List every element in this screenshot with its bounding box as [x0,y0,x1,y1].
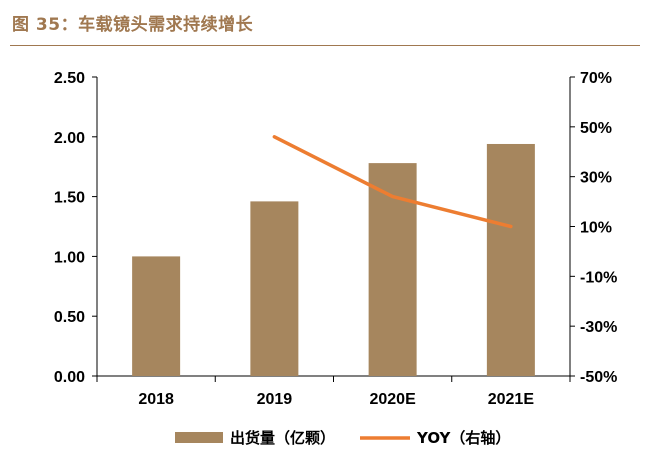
legend-bar-swatch [175,432,223,443]
figure-title: 图 35：车载镜头需求持续增长 [12,15,254,35]
bar [132,256,181,376]
bar-series [132,143,535,376]
legend: 出货量（亿颗） YOY（右轴） [175,429,510,447]
x-tick-label: 2020E [369,391,416,408]
left-tick-label: 2.00 [54,130,85,147]
bar [486,143,535,376]
x-tick-label: 2019 [257,391,293,408]
right-tick-label: 70% [580,70,612,87]
legend-bar-label: 出货量（亿颗） [230,429,335,447]
x-tick-label: 2021E [488,391,535,408]
x-tick-label: 2018 [138,391,174,408]
left-tick-label: 2.50 [54,70,85,87]
right-tick-label: 10% [580,220,612,237]
right-tick-label: 50% [580,120,612,137]
legend-line-label: YOY（右轴） [416,429,510,447]
line-series [272,135,513,229]
left-tick-label: 1.00 [54,249,85,266]
bar [250,201,299,376]
title-divider [10,45,640,46]
right-tick-label: -50% [580,369,617,386]
tick-labels: 0.00 0.50 1.00 1.50 2.00 2.50 -50% -30% -10% 10% 3… [54,70,618,408]
bar [368,163,417,376]
left-tick-label: 0.00 [54,369,85,386]
left-tick-label: 1.50 [54,190,85,207]
right-tick-label: -30% [580,319,617,336]
right-tick-label: -10% [580,269,617,286]
right-tick-label: 30% [580,170,612,187]
left-tick-label: 0.50 [54,309,85,326]
